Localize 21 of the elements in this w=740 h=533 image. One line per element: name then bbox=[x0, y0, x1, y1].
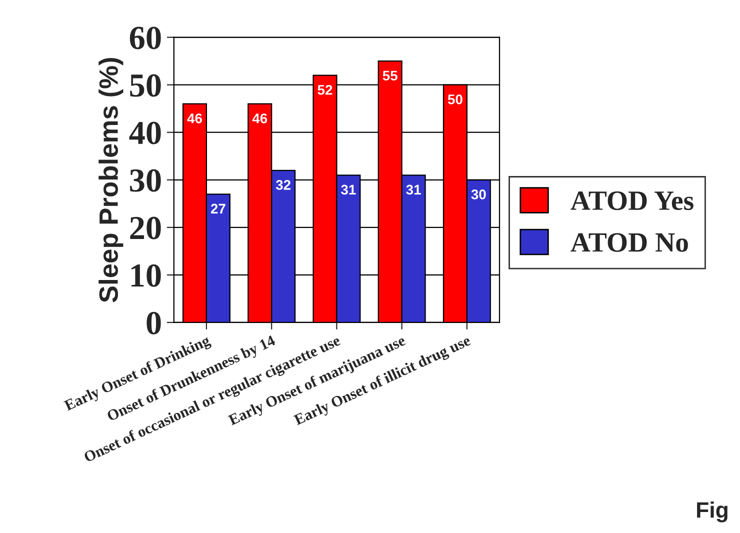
y-tick-label: 60 bbox=[130, 26, 161, 50]
data-label: 46 bbox=[252, 113, 268, 124]
y-axis-title: Sleep Problems (%) bbox=[98, 58, 124, 302]
data-label: 32 bbox=[276, 180, 290, 190]
text: Fig bbox=[697, 502, 728, 522]
data-label: 31 bbox=[341, 184, 356, 195]
data-label: 52 bbox=[318, 84, 332, 95]
legend-label: ATOD No bbox=[570, 233, 688, 252]
data-label: 46 bbox=[187, 113, 202, 124]
data-label: 50 bbox=[448, 94, 462, 104]
y-tick-label: 0 bbox=[146, 312, 161, 334]
y-tick-label: 30 bbox=[130, 169, 161, 192]
y-tick-label: 20 bbox=[130, 216, 161, 240]
data-label: 55 bbox=[382, 70, 398, 81]
y-tick-label: 50 bbox=[130, 74, 161, 97]
y-tick-label: 40 bbox=[129, 122, 161, 144]
data-label: 31 bbox=[406, 184, 421, 195]
data-label: 30 bbox=[471, 190, 486, 200]
y-tick-label: 10 bbox=[131, 264, 161, 287]
data-label: 27 bbox=[210, 204, 226, 214]
legend-label: ATOD Yes bbox=[570, 191, 694, 210]
